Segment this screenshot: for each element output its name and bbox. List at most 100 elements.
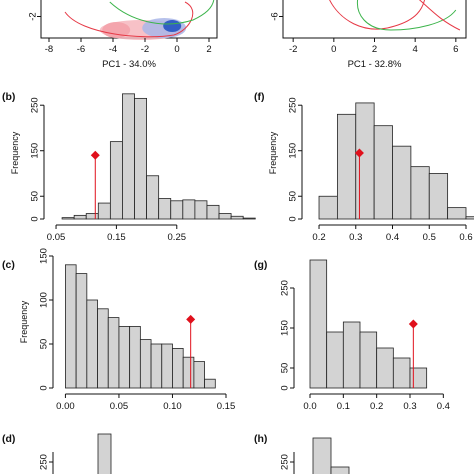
histogram-bar bbox=[447, 207, 467, 220]
contour-red bbox=[329, 0, 426, 30]
x-tick-label: 0.15 bbox=[217, 401, 236, 412]
x-tick-label: 0.3 bbox=[349, 232, 362, 243]
histogram-bar bbox=[107, 317, 120, 389]
x-tick-label: 0.6 bbox=[459, 232, 472, 243]
x-tick-label: 2 bbox=[372, 44, 377, 55]
histogram-bar bbox=[204, 378, 216, 389]
histogram-bar bbox=[309, 259, 328, 389]
histogram-bar bbox=[193, 361, 205, 389]
x-tick-label: 6 bbox=[453, 44, 458, 55]
plot-frame bbox=[282, 0, 467, 39]
histogram-bar bbox=[392, 145, 412, 220]
y-axis-label: Frequency bbox=[10, 131, 20, 174]
contour-red bbox=[64, 1, 194, 38]
y-tick-label: 0 bbox=[280, 385, 291, 390]
histogram-bar bbox=[218, 213, 232, 220]
x-tick-label: -6 bbox=[77, 44, 85, 55]
histogram-bar bbox=[230, 215, 244, 220]
x-tick-label: 0.4 bbox=[437, 401, 450, 412]
y-tick-label: 50 bbox=[280, 363, 291, 374]
histogram-bar bbox=[359, 331, 378, 389]
y-tick-label: 250 bbox=[39, 454, 50, 470]
histogram-bar bbox=[392, 357, 411, 389]
x-tick-label: -2 bbox=[289, 44, 297, 55]
histogram-bar bbox=[410, 166, 430, 220]
histogram-bar bbox=[355, 102, 375, 220]
x-tick-label: 0.15 bbox=[107, 232, 126, 243]
histogram-bar bbox=[326, 331, 344, 389]
histogram-bar bbox=[373, 125, 393, 220]
histogram-bar bbox=[194, 200, 208, 220]
contour-green bbox=[109, 0, 215, 25]
histogram-bar bbox=[330, 466, 350, 474]
x-tick-label: 0.00 bbox=[56, 401, 75, 412]
chart-pca-left: -8 -6 -4 -2 0 2 -2 PC1 - 34.0% bbox=[28, 0, 218, 70]
histogram-bar bbox=[409, 367, 428, 389]
histogram-bar bbox=[109, 141, 123, 220]
panel-label: (f) bbox=[254, 91, 265, 103]
histogram-bar bbox=[376, 347, 394, 389]
histogram-bar bbox=[129, 325, 141, 389]
contour-red bbox=[418, 0, 461, 31]
x-tick-label: 0.4 bbox=[386, 232, 399, 243]
observed-value-marker bbox=[354, 148, 364, 158]
histogram-bar bbox=[97, 202, 111, 220]
y-tick-label: -6 bbox=[270, 12, 281, 20]
y-axis-label: Frequency bbox=[268, 131, 278, 174]
panel-label: (h) bbox=[254, 433, 267, 445]
observed-value-marker bbox=[90, 150, 100, 160]
chart-(c): (c) 0.00 0.05 0.10 0.15 0 50 100 150 Frequency bbox=[2, 248, 235, 412]
x-tick-label: -4 bbox=[109, 44, 117, 55]
histogram-bar bbox=[61, 217, 75, 220]
chart-(d): (d) 250 bbox=[2, 433, 112, 474]
y-tick-label: -2 bbox=[28, 12, 39, 20]
chart-(f): (f) 0.2 0.3 0.4 0.5 0.6 0 50 150 250 Frequency bbox=[254, 91, 474, 243]
chart-pca-right: -2 0 2 4 6 -6 PC1 - 32.8% bbox=[270, 0, 467, 70]
x-tick-label: 0.2 bbox=[370, 401, 383, 412]
chart-(g): (g) 0.0 0.1 0.2 0.3 0.4 0 50 150 250 bbox=[254, 259, 450, 412]
y-tick-label: 150 bbox=[288, 143, 299, 159]
y-tick-label: 0 bbox=[30, 216, 41, 221]
histogram-bar bbox=[73, 214, 87, 220]
x-tick-label: 0.05 bbox=[110, 401, 129, 412]
histogram-bar bbox=[206, 204, 220, 220]
y-tick-label: 50 bbox=[288, 191, 299, 202]
observed-value-marker bbox=[408, 319, 418, 329]
histogram-bar bbox=[170, 200, 184, 220]
y-tick-label: 50 bbox=[39, 339, 50, 350]
histogram-bar bbox=[97, 308, 109, 389]
histogram-bar bbox=[134, 97, 147, 220]
density-blue bbox=[163, 20, 182, 32]
chart-(h): (h) 250 bbox=[254, 433, 350, 474]
x-tick-label: 0.25 bbox=[168, 232, 187, 243]
x-axis-label: PC1 - 32.8% bbox=[348, 59, 402, 70]
x-tick-label: 0.1 bbox=[337, 401, 350, 412]
x-axis-label: PC1 - 34.0% bbox=[102, 59, 156, 70]
histogram-bar bbox=[465, 216, 474, 220]
y-tick-label: 250 bbox=[288, 97, 299, 113]
y-tick-label: 0 bbox=[288, 216, 299, 221]
x-tick-label: 0.3 bbox=[403, 401, 416, 412]
panel-label: (g) bbox=[254, 259, 267, 271]
histogram-bar bbox=[75, 273, 88, 389]
histogram-bar bbox=[122, 93, 135, 220]
y-tick-label: 50 bbox=[30, 191, 41, 202]
histogram-bar bbox=[342, 321, 361, 389]
histogram-bar bbox=[336, 113, 357, 220]
histogram-bar bbox=[242, 217, 256, 220]
y-axis-label: Frequency bbox=[19, 300, 29, 343]
x-tick-label: 0.10 bbox=[163, 401, 182, 412]
panel-label: (b) bbox=[2, 91, 15, 103]
histogram-bar bbox=[161, 343, 173, 389]
x-tick-label: 0.0 bbox=[303, 401, 316, 412]
histogram-bar bbox=[118, 325, 131, 389]
x-tick-label: 0 bbox=[174, 44, 179, 55]
histogram-bar bbox=[146, 175, 160, 220]
panel-label: (c) bbox=[2, 259, 15, 271]
y-tick-label: 150 bbox=[39, 248, 50, 264]
observed-value-marker bbox=[186, 314, 196, 324]
histogram-bar bbox=[428, 173, 449, 220]
x-tick-label: 0.2 bbox=[312, 232, 325, 243]
histogram-bar bbox=[318, 195, 338, 220]
